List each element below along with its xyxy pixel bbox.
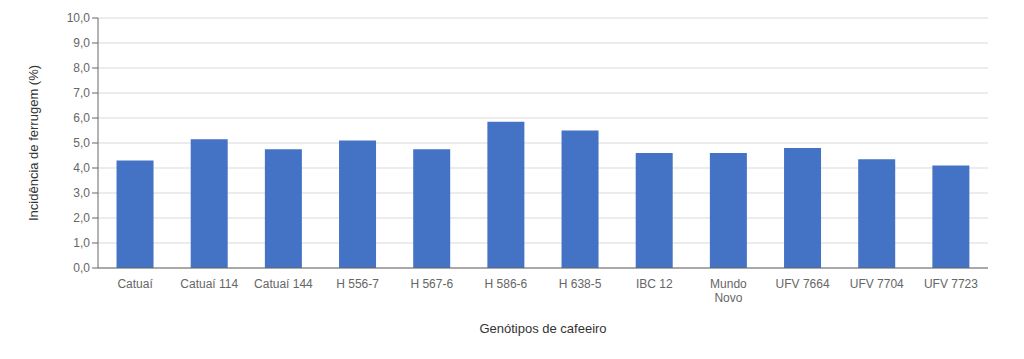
svg-text:Catuaí 114: Catuaí 114 bbox=[180, 277, 238, 291]
svg-text:Genótipos de cafeeiro: Genótipos de cafeeiro bbox=[479, 321, 606, 336]
svg-text:6,0: 6,0 bbox=[73, 111, 90, 125]
svg-text:9,0: 9,0 bbox=[73, 36, 90, 50]
svg-text:UFV 7664: UFV 7664 bbox=[776, 277, 830, 291]
svg-text:8,0: 8,0 bbox=[73, 61, 90, 75]
svg-text:3,0: 3,0 bbox=[73, 186, 90, 200]
svg-text:5,0: 5,0 bbox=[73, 136, 90, 150]
svg-text:H 586-6: H 586-6 bbox=[485, 277, 528, 291]
svg-text:0,0: 0,0 bbox=[73, 261, 90, 275]
svg-text:H 556-7: H 556-7 bbox=[336, 277, 379, 291]
svg-text:10,0: 10,0 bbox=[67, 11, 91, 25]
svg-text:UFV 7723: UFV 7723 bbox=[924, 277, 978, 291]
svg-text:7,0: 7,0 bbox=[73, 86, 90, 100]
svg-text:Catuaí: Catuaí bbox=[117, 277, 153, 291]
svg-text:MundoNovo: MundoNovo bbox=[710, 277, 747, 305]
svg-text:1,0: 1,0 bbox=[73, 236, 90, 250]
svg-text:UFV 7704: UFV 7704 bbox=[850, 277, 904, 291]
svg-text:4,0: 4,0 bbox=[73, 161, 90, 175]
svg-text:H 638-5: H 638-5 bbox=[559, 277, 602, 291]
svg-text:H 567-6: H 567-6 bbox=[410, 277, 453, 291]
svg-text:Incidência de ferrugem (%): Incidência de ferrugem (%) bbox=[26, 65, 41, 221]
svg-text:Catuaí 144: Catuaí 144 bbox=[254, 277, 313, 291]
svg-text:IBC 12: IBC 12 bbox=[636, 277, 673, 291]
svg-text:2,0: 2,0 bbox=[73, 211, 90, 225]
